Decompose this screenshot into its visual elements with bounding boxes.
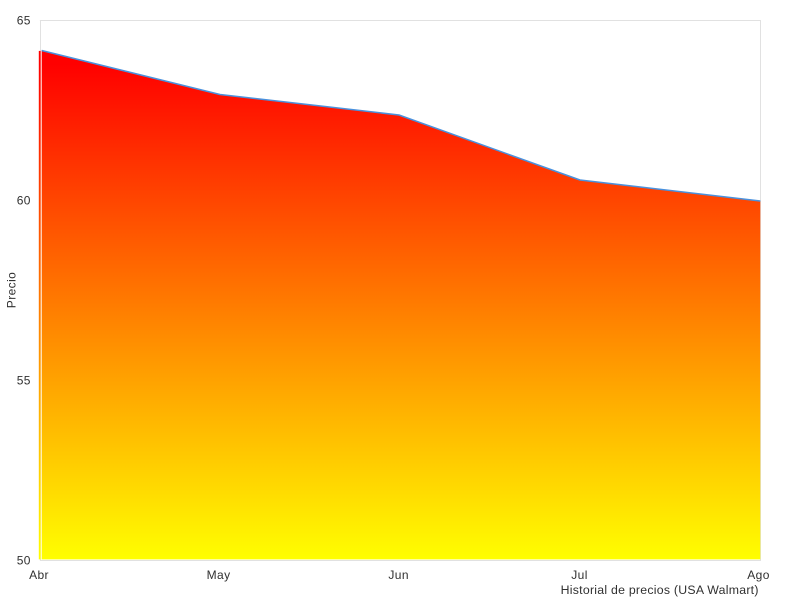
svg-text:Ago: Ago (747, 568, 770, 582)
svg-text:50: 50 (17, 553, 31, 567)
svg-text:Jun: Jun (388, 568, 409, 582)
svg-text:Historial de precios (USA Walm: Historial de precios (USA Walmart) (561, 583, 759, 597)
svg-text:Jul: Jul (571, 568, 588, 582)
svg-text:55: 55 (17, 374, 31, 388)
svg-text:May: May (207, 568, 231, 582)
svg-text:Abr: Abr (29, 568, 49, 582)
svg-text:65: 65 (17, 13, 31, 27)
svg-text:60: 60 (17, 194, 31, 208)
svg-text:Precio: Precio (5, 272, 19, 308)
